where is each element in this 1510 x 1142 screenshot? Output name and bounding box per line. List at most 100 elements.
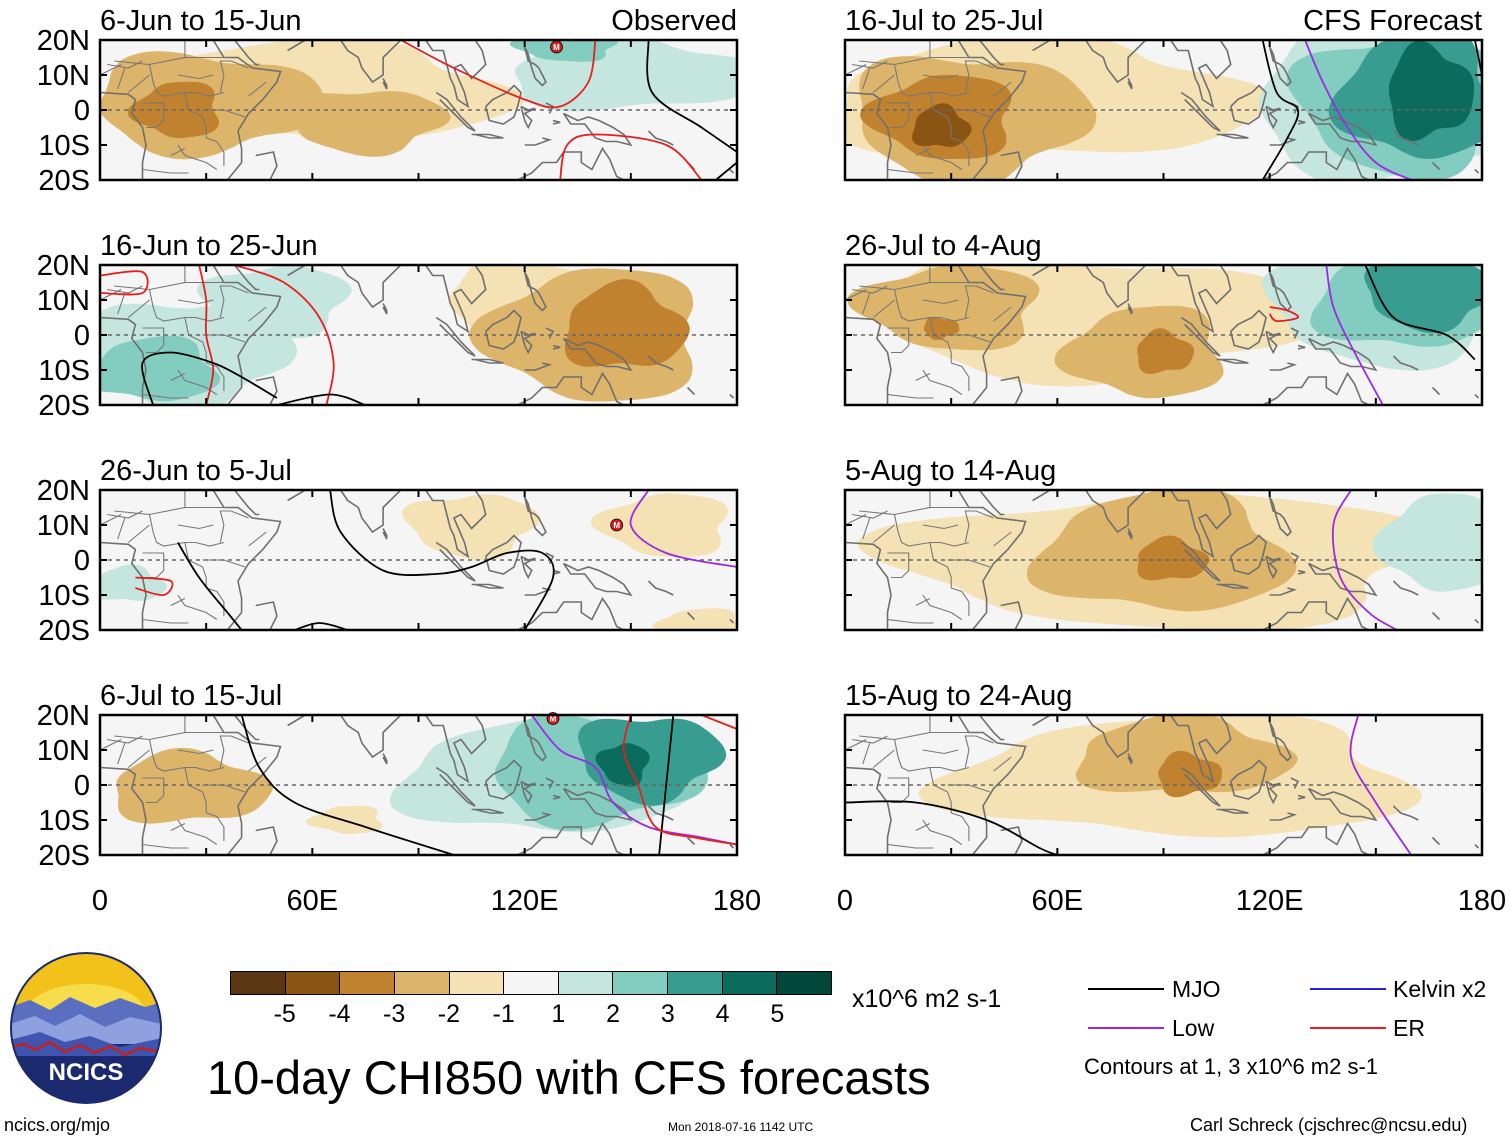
lon-tick-label: 180 bbox=[1458, 885, 1506, 917]
lat-tick-label: 0 bbox=[74, 95, 90, 127]
coastline bbox=[382, 528, 388, 540]
coastline bbox=[520, 330, 536, 355]
coastline bbox=[1180, 541, 1221, 582]
country-border bbox=[230, 285, 249, 294]
country-border bbox=[148, 289, 225, 322]
coastline bbox=[524, 587, 553, 596]
lat-tick-label: 0 bbox=[74, 320, 90, 352]
country-border bbox=[951, 137, 970, 166]
coastline bbox=[287, 490, 306, 502]
footer-timestamp: Mon 2018-07-16 1142 UTC bbox=[668, 1120, 814, 1134]
coastline bbox=[729, 618, 735, 624]
lat-tick-label: 0 bbox=[74, 545, 90, 577]
coastline bbox=[1290, 552, 1300, 564]
country-border bbox=[206, 362, 225, 391]
coastline bbox=[1269, 812, 1298, 821]
country-border bbox=[114, 490, 186, 516]
coastline bbox=[339, 490, 402, 534]
anomaly-area bbox=[1137, 535, 1210, 581]
coastline bbox=[1307, 562, 1378, 597]
anomaly-area bbox=[100, 51, 328, 160]
country-border bbox=[127, 74, 150, 93]
coastline bbox=[424, 40, 487, 109]
country-border bbox=[862, 742, 871, 765]
country-border bbox=[100, 64, 122, 76]
anomaly-area bbox=[116, 747, 273, 824]
wave-contour-mjo bbox=[646, 40, 737, 153]
coastline bbox=[845, 766, 892, 855]
country-border bbox=[117, 517, 126, 540]
country-border bbox=[142, 102, 165, 129]
colorbar-label: 5 bbox=[770, 1000, 785, 1028]
country-border bbox=[887, 168, 934, 174]
country-border bbox=[114, 715, 186, 741]
country-border bbox=[964, 735, 976, 768]
coastline bbox=[1169, 715, 1232, 784]
country-border bbox=[177, 299, 214, 305]
coastline bbox=[1265, 105, 1281, 130]
country-border bbox=[845, 514, 867, 526]
country-border bbox=[872, 749, 895, 768]
wave-contour-er bbox=[622, 715, 737, 846]
coastline bbox=[1084, 715, 1147, 759]
coastline bbox=[545, 327, 555, 339]
country-border bbox=[177, 749, 214, 755]
coastline bbox=[1169, 490, 1232, 559]
coastline bbox=[1392, 130, 1419, 146]
country-border bbox=[922, 524, 959, 530]
coastline bbox=[1474, 393, 1480, 399]
country-border bbox=[219, 510, 231, 543]
country-border bbox=[142, 327, 165, 354]
colorbar-label: 2 bbox=[606, 1000, 621, 1028]
coastline bbox=[647, 805, 674, 821]
country-border bbox=[993, 531, 1012, 547]
wave-contour-low bbox=[1332, 490, 1398, 630]
coastline bbox=[1268, 46, 1292, 87]
coastline bbox=[1216, 133, 1249, 139]
lat-tick-label: 20N bbox=[37, 25, 90, 57]
country-border bbox=[887, 843, 934, 849]
lat-tick-label: 10S bbox=[38, 130, 90, 162]
lon-tick-label: 120E bbox=[491, 885, 559, 917]
country-border bbox=[993, 81, 1012, 97]
colorbar-label: -4 bbox=[328, 1000, 351, 1028]
coastline bbox=[424, 715, 487, 784]
coastline bbox=[957, 265, 1027, 405]
coastline bbox=[845, 316, 892, 405]
coastline bbox=[1169, 40, 1232, 109]
coastline bbox=[1032, 265, 1051, 277]
coastline bbox=[1392, 355, 1419, 371]
panel-period-title: 26-Jul to 4-Aug bbox=[845, 230, 1042, 262]
coastline bbox=[1265, 330, 1281, 355]
coastline bbox=[1229, 84, 1267, 125]
country-border bbox=[107, 510, 143, 519]
coastline bbox=[471, 808, 504, 814]
coastline bbox=[1474, 168, 1480, 174]
country-border bbox=[915, 148, 931, 156]
coastline bbox=[957, 715, 1027, 855]
wave-contour-low bbox=[629, 490, 737, 568]
country-border bbox=[859, 265, 931, 291]
coastline bbox=[957, 40, 1027, 180]
country-border bbox=[887, 618, 934, 624]
footer-author: Carl Schreck (cjschrec@ncsu.edu) bbox=[1190, 1115, 1468, 1135]
lat-tick-label: 0 bbox=[74, 770, 90, 802]
country-border bbox=[127, 299, 150, 318]
country-border bbox=[184, 542, 207, 588]
colorbar-swatch bbox=[721, 972, 777, 994]
country-border bbox=[852, 60, 888, 69]
coastline bbox=[686, 611, 696, 621]
country-border bbox=[142, 618, 189, 624]
coastline bbox=[552, 794, 561, 800]
coastline bbox=[212, 265, 282, 405]
coastline bbox=[424, 265, 487, 334]
coastline bbox=[562, 112, 633, 147]
coastline bbox=[523, 496, 547, 537]
country-border bbox=[184, 767, 207, 813]
coastline bbox=[1269, 137, 1298, 146]
country-border bbox=[852, 735, 888, 744]
country-border bbox=[248, 306, 267, 322]
country-border bbox=[915, 373, 931, 381]
coastline bbox=[845, 91, 892, 180]
